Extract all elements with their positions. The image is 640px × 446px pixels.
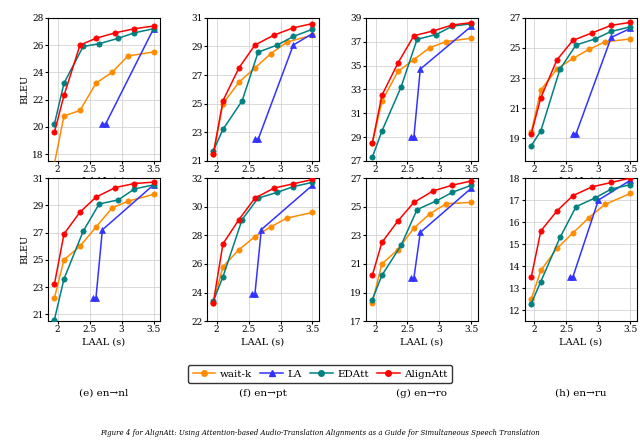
X-axis label: LAAL (s): LAAL (s) (559, 177, 602, 186)
X-axis label: LAAL (s): LAAL (s) (83, 337, 125, 346)
Title: (c) en→fr: (c) en→fr (398, 228, 445, 237)
X-axis label: LAAL (s): LAAL (s) (400, 337, 444, 346)
Title: (b) en→es: (b) en→es (237, 228, 289, 237)
Title: (e) en→nl: (e) en→nl (79, 388, 129, 397)
X-axis label: LAAL (s): LAAL (s) (241, 177, 285, 186)
Y-axis label: BLEU: BLEU (20, 235, 29, 264)
Title: (g) en→ro: (g) en→ro (396, 388, 447, 397)
X-axis label: LAAL (s): LAAL (s) (241, 337, 285, 346)
X-axis label: LAAL (s): LAAL (s) (400, 177, 444, 186)
Y-axis label: BLEU: BLEU (20, 75, 29, 104)
X-axis label: LAAL (s): LAAL (s) (83, 177, 125, 186)
Legend: wait-k, LA, EDAtt, AlignAtt: wait-k, LA, EDAtt, AlignAtt (188, 365, 452, 383)
Title: (f) en→pt: (f) en→pt (239, 388, 287, 397)
Title: (a) en→de: (a) en→de (78, 228, 130, 237)
Title: (d) en→it: (d) en→it (557, 228, 604, 237)
Title: (h) en→ru: (h) en→ru (555, 388, 607, 397)
X-axis label: LAAL (s): LAAL (s) (559, 337, 602, 346)
Text: Figure 4 for AlignAtt: Using Attention-based Audio-Translation Alignments as a G: Figure 4 for AlignAtt: Using Attention-b… (100, 429, 540, 437)
